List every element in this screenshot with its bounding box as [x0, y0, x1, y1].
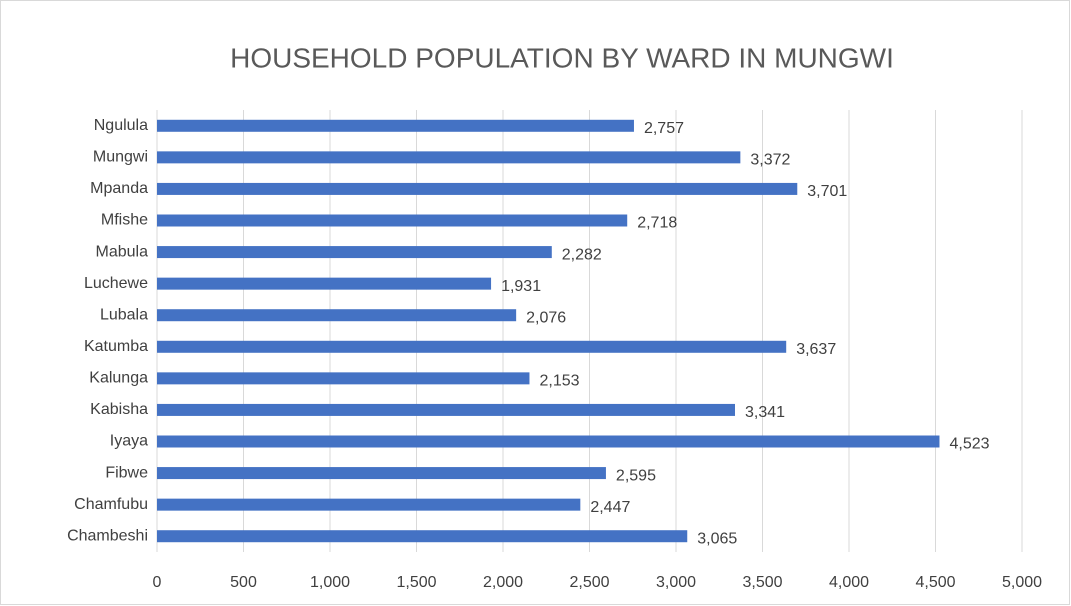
data-label: 2,153 — [539, 373, 579, 390]
bar — [157, 530, 688, 543]
bar — [157, 277, 492, 290]
data-label: 2,282 — [562, 246, 602, 263]
bar — [157, 467, 606, 480]
chart-title: HOUSEHOLD POPULATION BY WARD IN MUNGWI — [230, 42, 894, 73]
y-tick-label: Mpanda — [90, 180, 148, 197]
y-tick-label: Luchewe — [84, 275, 148, 292]
y-tick-label: Ngulula — [94, 117, 148, 134]
x-tick-label: 2,000 — [483, 574, 523, 591]
x-tick-label: 3,500 — [742, 574, 782, 591]
data-label: 4,523 — [949, 436, 989, 453]
x-tick-label: 2,500 — [569, 574, 609, 591]
data-label: 3,701 — [807, 183, 847, 200]
data-label: 1,931 — [501, 278, 541, 295]
data-label: 2,595 — [616, 467, 656, 484]
bar — [157, 340, 787, 353]
x-tick-label: 4,500 — [915, 574, 955, 591]
data-label: 2,076 — [526, 309, 566, 326]
y-tick-label: Kalunga — [89, 370, 148, 387]
data-label: 2,718 — [637, 215, 677, 232]
bar — [157, 498, 581, 511]
bar — [157, 182, 798, 195]
x-tick-label: 1,000 — [310, 574, 350, 591]
x-tick-label: 1,500 — [396, 574, 436, 591]
bar — [157, 246, 552, 259]
data-label: 3,065 — [697, 530, 737, 547]
y-tick-label: Kabisha — [90, 401, 148, 418]
bar — [157, 309, 517, 322]
x-tick-label: 3,000 — [656, 574, 696, 591]
y-tick-label: Mfishe — [101, 212, 148, 229]
x-tick-label: 4,000 — [829, 574, 869, 591]
y-tick-label: Mungwi — [93, 149, 148, 166]
y-tick-label: Mabula — [96, 243, 149, 260]
x-tick-label: 5,000 — [1002, 574, 1042, 591]
y-tick-label: Fibwe — [105, 464, 148, 481]
bar — [157, 151, 741, 164]
bar — [157, 214, 628, 227]
data-label: 3,637 — [796, 341, 836, 358]
data-label: 3,341 — [745, 404, 785, 421]
bar — [157, 372, 530, 385]
y-tick-label: Iyaya — [110, 433, 148, 450]
data-label: 2,757 — [644, 120, 684, 137]
x-tick-label: 500 — [230, 574, 257, 591]
y-tick-label: Chamfubu — [74, 496, 148, 513]
bar — [157, 435, 940, 448]
y-tick-label: Lubala — [100, 306, 148, 323]
y-tick-label: Katumba — [84, 338, 148, 355]
x-tick-label: 0 — [153, 574, 162, 591]
data-label: 3,372 — [750, 152, 790, 169]
bar — [157, 403, 735, 416]
data-label: 2,447 — [590, 499, 630, 516]
y-tick-label: Chambeshi — [67, 527, 148, 544]
bar — [157, 119, 634, 132]
